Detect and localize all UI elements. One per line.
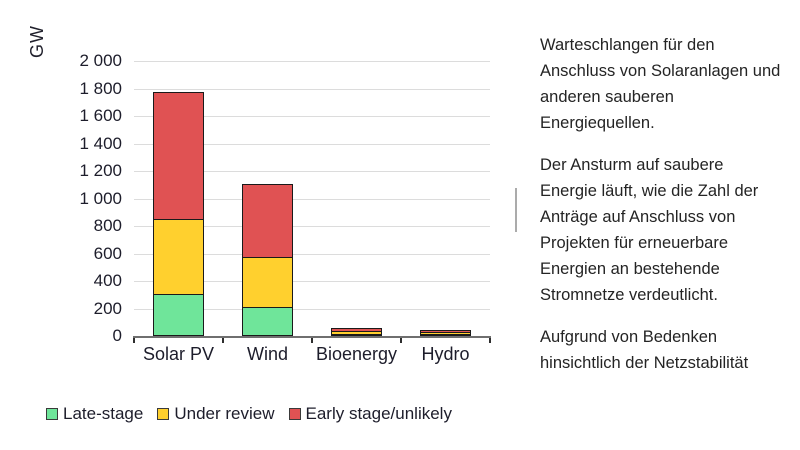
- x-axis-category-label: Wind: [246, 344, 288, 364]
- y-axis-tick-label: 1 000: [79, 188, 122, 208]
- paragraph-body: Der Ansturm auf saubere Energie läuft, w…: [540, 156, 759, 304]
- legend-swatch-under-review: [157, 408, 170, 420]
- x-axis-tick: [222, 338, 224, 343]
- scrollbar-thumb[interactable]: [515, 188, 517, 232]
- x-axis-tick: [400, 338, 402, 343]
- bar-segment-solar-pv-early-stage-unlikely: [154, 92, 203, 219]
- bar-segment-hydro-under-review: [421, 332, 470, 334]
- legend-item-under-review: Under review: [157, 404, 275, 424]
- y-axis-tick-label: 1 800: [79, 78, 122, 98]
- legend-label: Late-stage: [63, 404, 144, 423]
- gridline: [134, 198, 490, 200]
- legend-label: Under review: [174, 404, 275, 423]
- bar-bioenergy: [331, 328, 382, 336]
- legend-label: Early stage/unlikely: [305, 404, 452, 423]
- bar-segment-solar-pv-under-review: [154, 218, 203, 295]
- x-axis-line: [133, 336, 491, 338]
- gridline: [134, 116, 490, 117]
- x-axis-tick: [489, 338, 491, 343]
- bar-segment-solar-pv-late-stage: [154, 294, 203, 335]
- bar-segment-bioenergy-late-stage: [332, 333, 381, 335]
- bar-segment-bioenergy-under-review: [332, 330, 381, 334]
- legend-swatch-late-stage: [46, 408, 58, 420]
- gridline: [134, 226, 490, 227]
- x-axis-tick: [311, 338, 313, 343]
- stacked-bar-chart: GW 0 200 400 600 800 1 000 1 200 1 400 1 600 1 80…: [27, 25, 491, 424]
- x-axis-category-label: Bioenergy: [315, 344, 398, 364]
- gridline: [134, 61, 490, 62]
- gridline: [134, 143, 490, 145]
- bar-solar-pv: [153, 91, 204, 336]
- gridline: [134, 308, 490, 310]
- y-axis-tick-label: 1 200: [79, 161, 122, 180]
- x-axis-tick: [133, 338, 135, 343]
- legend-swatch-early-stage-unlikely: [288, 408, 301, 420]
- y-axis-tick-label: 600: [93, 243, 122, 263]
- bar-segment-wind-late-stage: [243, 306, 292, 336]
- x-axis-category-label: Solar PV: [142, 344, 215, 364]
- legend-item-late-stage: Late-stage: [46, 404, 143, 424]
- bar-segment-wind-early-stage-unlikely: [243, 185, 292, 258]
- gridline: [134, 253, 490, 255]
- legend-item-early-stage-unlikely: Early stage/unlikely: [288, 404, 452, 424]
- bar-segment-hydro-late-stage: [421, 333, 470, 335]
- paragraph-concerns: Aufgrund von Bedenken hinsichtlich der N…: [540, 328, 749, 372]
- paragraph-intro: Warteschlangen für den Anschluss von Sol…: [540, 36, 781, 132]
- bar-segment-bioenergy-early-stage-unlikely: [332, 329, 381, 331]
- bar-segment-hydro-early-stage-unlikely: [421, 330, 470, 333]
- y-axis-tick-label: 1 600: [79, 106, 122, 125]
- chart-legend: Late-stage Under review Early stage/unlike…: [46, 404, 452, 424]
- text-panel: Warteschlangen für den Anschluss von Sol…: [540, 32, 800, 392]
- bar-wind: [242, 184, 293, 336]
- y-axis-tick-label: 200: [93, 298, 122, 318]
- gridline: [134, 88, 490, 90]
- y-axis-tick-label: 400: [93, 271, 122, 290]
- x-axis-category-label: Hydro: [421, 344, 470, 364]
- gridline: [134, 281, 490, 282]
- y-axis-tick-label: 0: [112, 326, 122, 345]
- y-axis-tick-label: 2 000: [79, 51, 122, 70]
- bar-hydro: [420, 329, 471, 336]
- y-axis-tick-label: 800: [93, 216, 122, 235]
- gridline: [134, 171, 490, 172]
- bar-segment-wind-under-review: [243, 257, 292, 307]
- y-axis-tick-label: 1 400: [79, 133, 122, 153]
